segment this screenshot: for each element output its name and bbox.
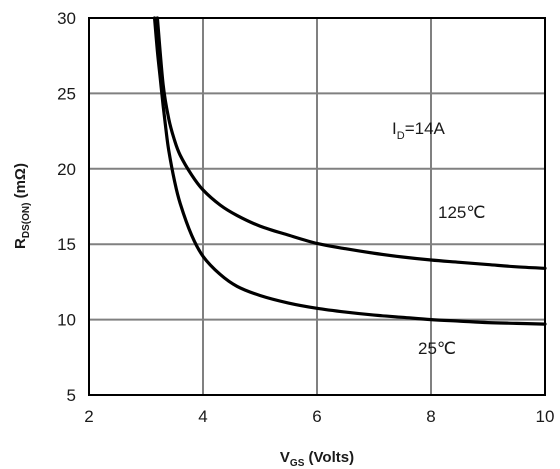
- x-tick-label: 4: [198, 407, 207, 426]
- x-tick-label: 10: [536, 407, 555, 426]
- curves: [152, 16, 547, 326]
- current-annotation-sub: D: [397, 130, 405, 142]
- current-annotation-rest: =14A: [405, 119, 446, 138]
- x-axis-title: VGS (Volts): [280, 449, 354, 469]
- x-axis-title-main: V: [280, 449, 290, 466]
- x-tick-label: 6: [312, 407, 321, 426]
- y-tick-label: 30: [57, 9, 76, 28]
- y-tick-label: 20: [57, 160, 76, 179]
- plot-frame: [88, 17, 546, 396]
- y-tick-label: 5: [67, 386, 76, 405]
- y-axis-title-sub: DS(ON): [21, 203, 32, 239]
- x-axis-title-suffix: (Volts): [304, 449, 354, 466]
- x-axis-title-sub: GS: [290, 458, 305, 469]
- series-line-1: [152, 16, 547, 326]
- series-line-0: [155, 16, 547, 270]
- y-axis-title-suffix: (mΩ): [12, 163, 29, 203]
- series-label-125c: 125℃: [438, 203, 485, 222]
- current-annotation: ID=14A: [392, 119, 446, 142]
- series-label-25c: 25℃: [418, 339, 456, 358]
- y-tick-label: 15: [57, 235, 76, 254]
- y-axis-title: RDS(ON) (mΩ): [12, 163, 32, 249]
- current-annotation-main: I: [392, 119, 397, 138]
- y-axis-title-main: R: [12, 238, 29, 249]
- x-tick-label: 2: [84, 407, 93, 426]
- x-tick-label: 8: [426, 407, 435, 426]
- tick-labels: 2 4 6 8 10 5 10 15 20 25 30: [57, 9, 554, 426]
- y-tick-label: 25: [57, 84, 76, 103]
- y-tick-label: 10: [57, 311, 76, 330]
